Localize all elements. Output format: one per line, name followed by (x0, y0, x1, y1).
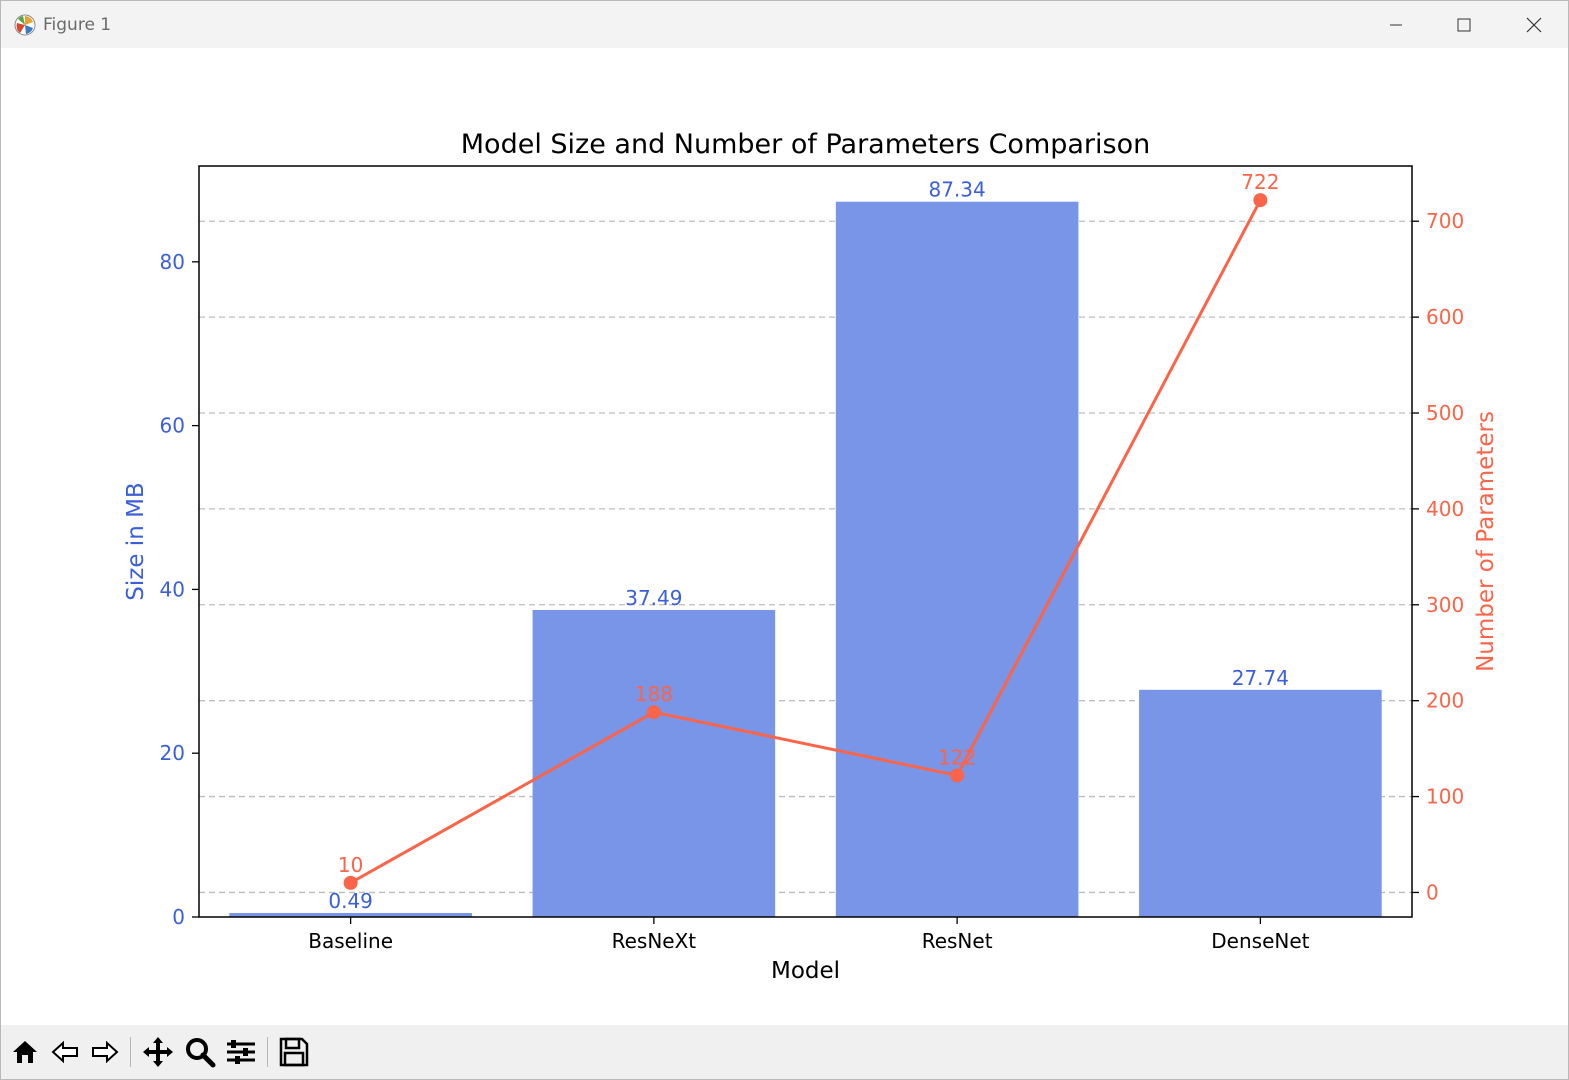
parameters-point-baseline[interactable] (343, 875, 358, 890)
line-layer (349, 199, 1262, 885)
home-button[interactable] (7, 1033, 43, 1071)
left-tick-label: 80 (160, 250, 185, 274)
parameters-value-label: 122 (938, 745, 976, 769)
x-tick-label: ResNet (922, 929, 993, 953)
back-button[interactable] (47, 1033, 83, 1071)
x-tick-label: DenseNet (1211, 929, 1309, 953)
left-tick-label: 60 (160, 414, 185, 438)
bar-value-label: 27.74 (1232, 666, 1289, 690)
minimize-icon (1390, 24, 1402, 25)
bar-resnext[interactable] (532, 609, 776, 917)
save-button[interactable] (276, 1033, 312, 1071)
right-tick-label: 400 (1426, 497, 1464, 521)
left-tick-label: 40 (160, 577, 185, 601)
y-axis-label: Size in MB (123, 482, 149, 600)
chart-svg: 0.49 37.49 87.34 27.74 10 188 122 722 0 20 40 60 8… (123, 129, 1499, 984)
chart-title: Model Size and Number of Parameters Comp… (461, 129, 1150, 160)
forward-icon (92, 1040, 119, 1064)
right-tick-label: 300 (1426, 593, 1464, 617)
window-title: Figure 1 (43, 15, 112, 35)
left-axis-ticks: 0 20 40 60 80 (160, 250, 199, 929)
parameters-point-resnet[interactable] (950, 768, 965, 783)
right-tick-label: 200 (1426, 689, 1464, 713)
bar-value-label: 0.49 (328, 889, 373, 913)
configure-subplots-button[interactable] (223, 1033, 259, 1071)
forward-button[interactable] (87, 1033, 123, 1071)
right-tick-label: 100 (1426, 785, 1464, 809)
toolbar-separator (267, 1037, 268, 1067)
maximize-button[interactable] (1429, 1, 1499, 48)
parameters-point-resnext[interactable] (646, 705, 661, 720)
right-tick-label: 700 (1426, 209, 1464, 233)
close-button[interactable] (1499, 1, 1568, 48)
left-tick-label: 20 (160, 741, 185, 765)
point-label-layer: 10 188 122 722 (338, 170, 1280, 877)
bar-value-label: 37.49 (625, 586, 682, 610)
save-icon (279, 1037, 309, 1067)
title-bar: Figure 1 (1, 1, 1568, 48)
minimize-button[interactable] (1361, 1, 1431, 48)
toolbar-separator (130, 1037, 131, 1067)
zoom-icon (186, 1038, 216, 1068)
maximize-icon (1457, 18, 1471, 31)
left-tick-label: 0 (172, 905, 185, 929)
pan-button[interactable] (140, 1033, 176, 1071)
x-axis-ticks: Baseline ResNeXt ResNet DenseNet (308, 917, 1310, 953)
close-icon (1526, 17, 1542, 32)
bar-baseline[interactable] (229, 912, 472, 917)
right-tick-label: 600 (1426, 305, 1464, 329)
y2-axis-label: Number of Parameters (1473, 411, 1499, 672)
matplotlib-app-icon (14, 14, 36, 36)
navigation-toolbar (1, 1025, 1568, 1079)
back-icon (51, 1040, 78, 1064)
parameters-value-label: 10 (338, 853, 363, 877)
right-tick-label: 0 (1426, 880, 1439, 904)
point-layer (343, 193, 1268, 890)
x-tick-label: Baseline (308, 929, 393, 953)
right-axis-ticks: 0 100 200 300 400 500 600 700 (1412, 209, 1464, 904)
bar-value-label: 87.34 (928, 178, 985, 202)
bar-resnet[interactable] (835, 201, 1079, 918)
configure-subplots-icon (227, 1040, 255, 1064)
right-tick-label: 500 (1426, 401, 1464, 425)
axes-frame (198, 165, 1413, 918)
parameters-value-label: 188 (635, 682, 673, 706)
parameters-value-label: 722 (1241, 170, 1279, 194)
zoom-button[interactable] (182, 1033, 218, 1071)
x-tick-label: ResNeXt (612, 929, 697, 953)
home-icon (13, 1041, 37, 1063)
parameters-point-densenet[interactable] (1253, 193, 1268, 208)
bar-layer (229, 201, 1382, 918)
x-axis-label: Model (771, 958, 840, 984)
parameters-line (349, 199, 1262, 885)
bar-densenet[interactable] (1139, 689, 1382, 917)
figure-canvas[interactable]: 0.49 37.49 87.34 27.74 10 188 122 722 0 20 40 60 8… (1, 48, 1568, 1025)
bar-label-layer: 0.49 37.49 87.34 27.74 (328, 178, 1289, 913)
pan-icon (143, 1037, 173, 1067)
